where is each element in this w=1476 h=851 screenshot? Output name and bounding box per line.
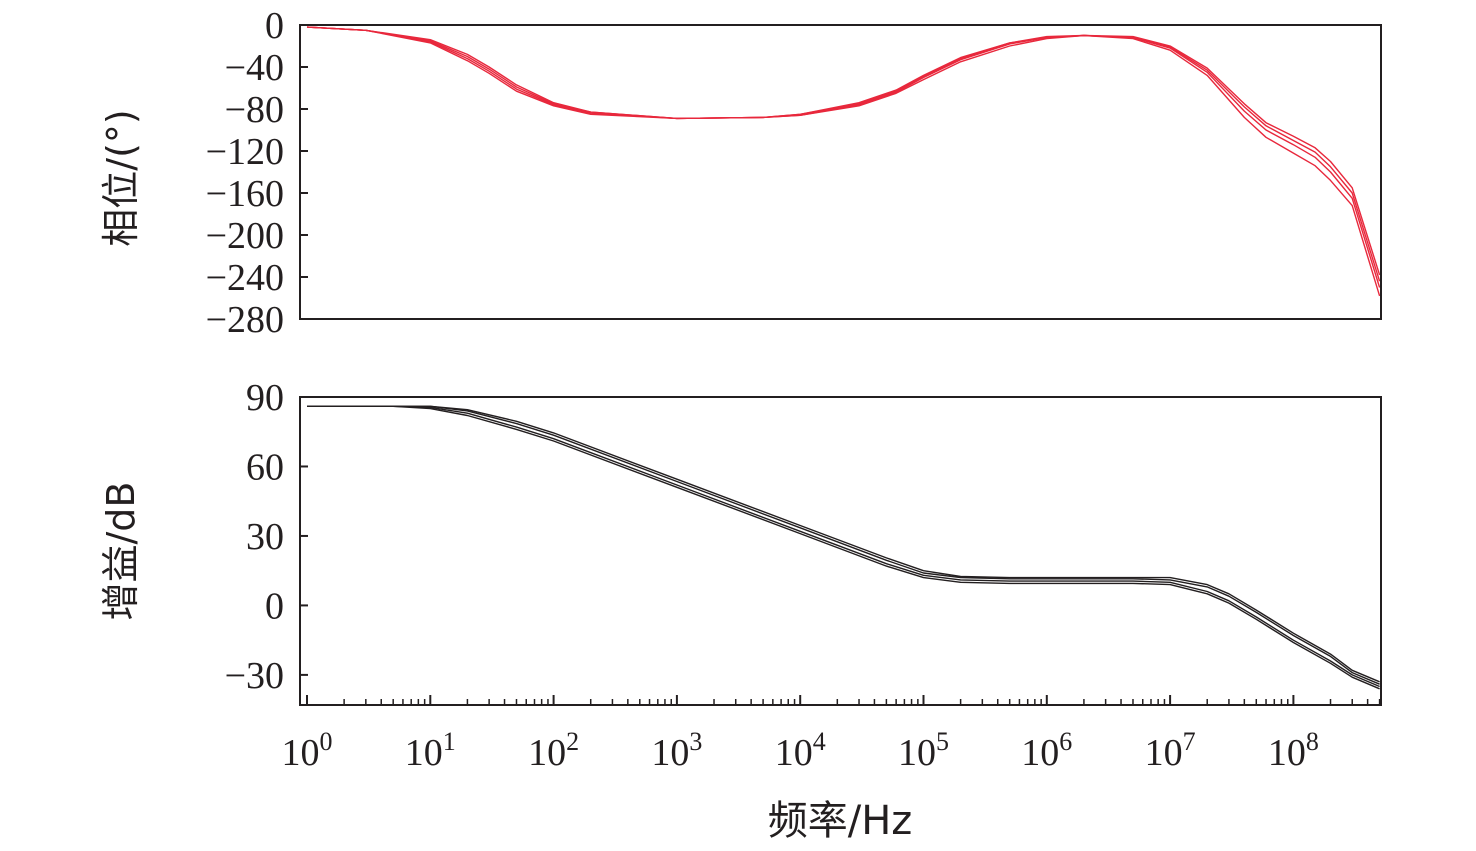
gain-plot-frame (299, 396, 1382, 706)
gain-chart: 90 60 30 0 −30 100 101 102 103 104 105 106 107 108 增… (99, 377, 1382, 844)
x-tick-label: 102 (528, 727, 579, 774)
gain-y-ticks: 90 60 30 0 −30 (225, 377, 308, 697)
gain-series-group (307, 405, 1380, 690)
phase-chart: 0−40−80−120−160−200−240−280 相位/(°) (99, 5, 1382, 341)
gain-y-tick-label: 90 (246, 377, 284, 419)
gain-y-axis-label: 增益/dB (99, 482, 143, 621)
phase-series-line-3 (306, 26, 1381, 282)
x-tick-label: 107 (1145, 727, 1196, 774)
gain-y-tick-label: 60 (246, 446, 284, 488)
x-tick-label: 104 (775, 727, 826, 774)
x-tick-label: 101 (405, 727, 456, 774)
phase-y-tick-label: 0 (265, 5, 284, 47)
x-tick-label: 105 (898, 727, 949, 774)
phase-series-line-4 (306, 26, 1381, 276)
gain-series-line-3 (307, 405, 1380, 685)
phase-y-tick-label: −240 (206, 257, 284, 299)
phase-y-axis-label: 相位/(°) (99, 109, 143, 246)
phase-plot-frame (299, 24, 1382, 320)
phase-y-tick-label: −280 (206, 299, 284, 341)
x-tick-label: 103 (651, 727, 702, 774)
x-tick-label: 108 (1268, 727, 1319, 774)
gain-y-tick-label: −30 (225, 655, 284, 697)
phase-series-group (306, 26, 1381, 297)
phase-y-ticks: 0−40−80−120−160−200−240−280 (206, 5, 308, 341)
gain-series-line-1 (307, 405, 1380, 690)
x-tick-label: 106 (1021, 727, 1072, 774)
phase-y-tick-label: −160 (206, 173, 284, 215)
phase-y-tick-label: −40 (225, 47, 284, 89)
gain-x-ticks: 100 101 102 103 104 105 106 107 108 (282, 695, 1381, 774)
gain-series-line-4 (307, 405, 1380, 683)
phase-series-line-2 (306, 26, 1381, 288)
x-axis-label: 频率/Hz (768, 798, 913, 844)
gain-y-tick-label: 0 (265, 585, 284, 627)
phase-y-tick-label: −200 (206, 215, 284, 257)
phase-y-tick-label: −120 (206, 131, 284, 173)
x-tick-label: 100 (282, 727, 333, 774)
gain-series-line-2 (307, 405, 1380, 688)
gain-y-tick-label: 30 (246, 516, 284, 558)
phase-y-tick-label: −80 (225, 89, 284, 131)
phase-series-line-1 (306, 26, 1381, 297)
